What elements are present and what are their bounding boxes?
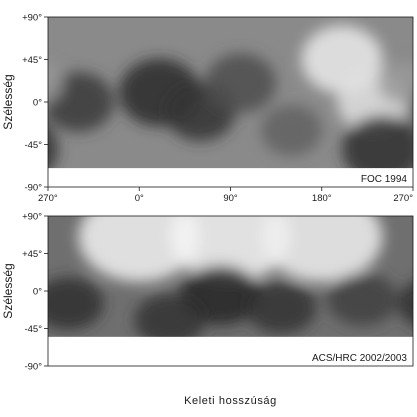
albedo-features <box>48 216 413 347</box>
y-axis-ticks: +90° +45° 0° -45° -90° <box>22 13 48 194</box>
x-tick-label: 270° <box>38 193 58 204</box>
map-panel-acs-hrc-2002-2003: +90° +45° 0° -45° -90° ACS/HRC 2002/2003 Szé… <box>1 212 414 407</box>
y-tick-label: 0° <box>33 287 42 298</box>
albedo-feature <box>48 72 114 132</box>
y-tick-label: +90° <box>22 13 42 24</box>
albedo-feature <box>169 216 292 282</box>
albedo-feature <box>48 126 59 172</box>
y-tick-label: -90° <box>24 183 42 194</box>
albedo-features <box>48 25 413 184</box>
y-axis-label: Szélesség <box>1 74 15 129</box>
x-tick-label: 0° <box>135 193 144 204</box>
no-data-region <box>48 168 413 187</box>
y-tick-label: -90° <box>24 362 42 373</box>
x-tick-label: 90° <box>223 193 238 204</box>
albedo-feature <box>48 63 64 103</box>
x-axis-label: Keleti hosszúság <box>184 395 277 407</box>
x-axis-ticks: 270° 0° 90° 180° 270° <box>38 187 414 204</box>
y-tick-label: +45° <box>22 55 42 66</box>
x-tick-label: 270° <box>393 193 413 204</box>
panel-caption: FOC 1994 <box>361 174 408 185</box>
albedo-feature <box>260 216 383 282</box>
y-axis-label: Szélesség <box>1 263 15 318</box>
albedo-feature <box>326 273 398 326</box>
y-tick-label: +90° <box>22 212 42 223</box>
y-tick-label: -45° <box>24 140 42 151</box>
map-panel-foc-1994: +90° +45° 0° -45° -90° 270° 0° 90° 180° 270° FOC… <box>1 13 414 204</box>
albedo-feature <box>377 61 413 105</box>
x-tick-label: 180° <box>312 193 332 204</box>
y-axis-ticks: +90° +45° 0° -45° -90° <box>22 212 48 373</box>
albedo-feature <box>205 53 277 113</box>
y-tick-label: 0° <box>33 98 42 109</box>
albedo-feature <box>245 281 317 334</box>
albedo-feature <box>48 277 104 330</box>
no-data-region <box>48 336 413 366</box>
albedo-feature <box>260 104 322 156</box>
y-tick-label: +45° <box>22 249 42 260</box>
y-tick-label: -45° <box>24 324 42 335</box>
albedo-feature <box>134 293 206 347</box>
albedo-feature <box>342 115 413 184</box>
panel-caption: ACS/HRC 2002/2003 <box>312 353 407 364</box>
albedo-feature <box>397 281 413 326</box>
albedo-feature <box>78 216 201 282</box>
